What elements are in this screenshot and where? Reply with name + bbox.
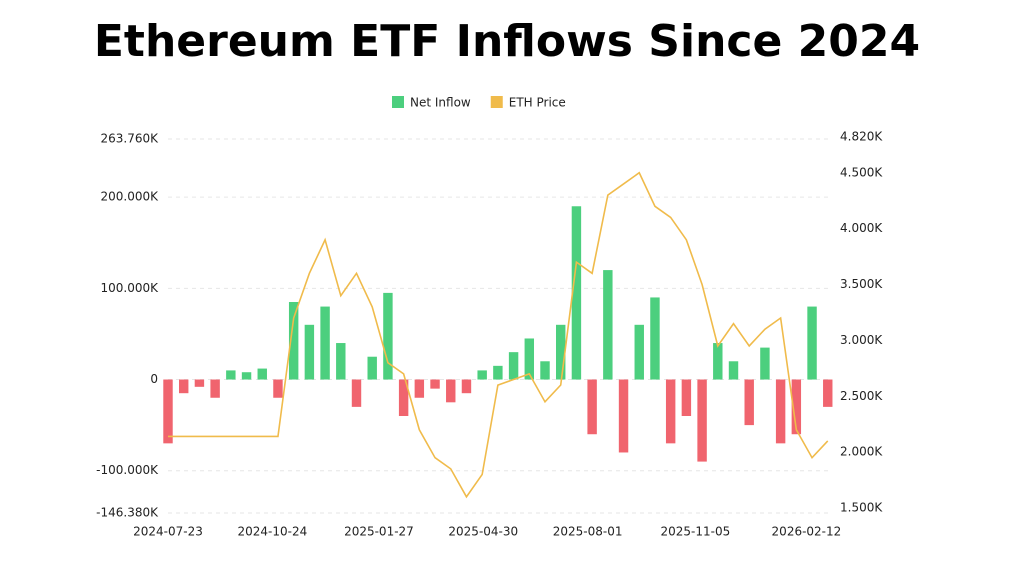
bar (163, 379, 173, 444)
bar (603, 270, 613, 380)
bar (823, 379, 833, 407)
bar (477, 370, 487, 380)
y-tick-label: -100.000K (96, 463, 159, 477)
x-tick-label: 2025-08-01 (553, 525, 623, 539)
bar (665, 379, 676, 444)
bar (461, 379, 472, 394)
bar (320, 306, 330, 380)
y2-tick-label: 3.500K (840, 277, 883, 291)
y2-tick-label: 2.500K (840, 389, 883, 403)
bar (587, 379, 597, 435)
bar (634, 324, 644, 380)
y-tick-label: 0 (150, 372, 158, 386)
bar (304, 324, 315, 380)
y2-tick-label: 4.500K (840, 165, 883, 179)
bar (178, 379, 189, 394)
bar (760, 347, 770, 380)
y-tick-label: 200.000K (101, 190, 160, 204)
bar (775, 379, 786, 444)
legend-label: Net Inflow (410, 96, 471, 110)
legend-swatch (392, 96, 404, 108)
bar (540, 361, 550, 380)
bar (383, 292, 393, 380)
legend-swatch (490, 96, 503, 108)
y-tick-label: -146.380K (96, 506, 159, 520)
x-tick-label: 2024-10-24 (237, 525, 307, 539)
y2-tick-label: 4.820K (840, 130, 883, 144)
bar (446, 379, 456, 403)
bar (508, 352, 519, 380)
y2-tick-label: 2.000K (840, 445, 883, 459)
bar (618, 379, 629, 453)
legend-label: ETH Price (509, 96, 566, 110)
x-tick-label: 2025-04-30 (448, 525, 518, 539)
bar (226, 370, 236, 380)
bar (807, 306, 817, 380)
x-tick-label: 2026-02-12 (772, 525, 842, 539)
bar (288, 302, 299, 380)
bar (430, 379, 440, 389)
bar (697, 379, 707, 462)
bar (681, 379, 692, 416)
bar (194, 379, 205, 387)
bar (351, 379, 362, 407)
bar (555, 324, 566, 380)
bar (744, 379, 754, 426)
bar (257, 368, 267, 380)
bar (398, 379, 409, 416)
price-line (168, 171, 829, 499)
bar (791, 379, 802, 435)
bar (571, 206, 582, 380)
bar (650, 297, 660, 380)
bar (367, 356, 377, 380)
bar (524, 338, 535, 380)
chart-title: Ethereum ETF Inflows Since 2024 (94, 16, 920, 67)
y2-tick-label: 3.000K (840, 333, 883, 347)
bar (241, 372, 252, 380)
y2-tick-label: 4.000K (840, 221, 883, 235)
y-tick-label: 100.000K (101, 281, 160, 295)
x-tick-label: 2024-07-23 (133, 525, 203, 539)
x-tick-label: 2025-01-27 (344, 525, 414, 539)
x-tick-label: 2025-11-05 (660, 525, 730, 539)
bar (414, 379, 425, 398)
bar (273, 379, 283, 398)
bar (713, 343, 723, 380)
y-tick-label: 263.760K (101, 132, 160, 146)
bar (336, 343, 346, 380)
bar (210, 379, 220, 398)
bar (728, 361, 739, 380)
bar (493, 365, 503, 380)
y2-tick-label: 1.500K (840, 501, 883, 515)
